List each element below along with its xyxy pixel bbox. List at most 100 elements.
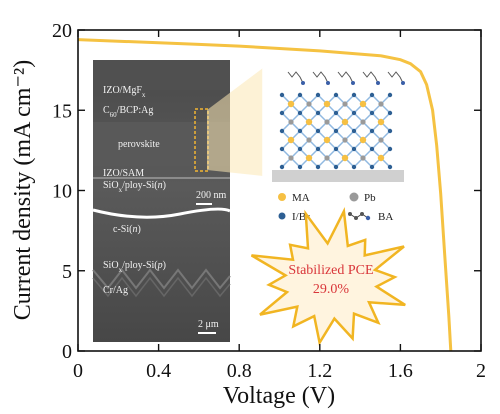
ma-cation [287,100,295,108]
halide-atom [315,146,321,152]
sem-label-sio-p: SiO [103,260,119,271]
pb-atom [306,137,312,143]
halide-atom [351,128,357,134]
halide-atom [315,128,321,134]
ba-molecule [387,71,404,84]
ma-cation [359,100,367,108]
halide-atom [315,110,321,116]
legend-ba: BA [378,211,393,223]
ba-molecule-icon [348,212,371,221]
ba-molecule [312,71,329,84]
burst-line2: 29.0% [313,282,350,297]
scale-label-top: 200 nm [196,190,227,201]
svg-text:c-Si(n): c-Si(n) [113,224,141,235]
halide-atom [279,128,285,134]
halide-atom [369,128,375,134]
y-tick-label: 20 [52,20,72,42]
sem-inset: IZO/MgFx C60/BCP:Ag perovskite IZO/SAM S… [92,60,231,342]
ba-nitrogen [376,81,380,85]
burst-line1: Stabilized PCE [288,263,373,278]
pb-atom [288,119,294,125]
ba-nitrogen [326,81,330,85]
x-tick-label: 0.8 [227,360,252,382]
svg-text:SiOx/ploy-Si(n): SiOx/ploy-Si(n) [103,180,166,194]
svg-text:IZO/MgFx: IZO/MgFx [103,85,146,99]
sem-label-sio: SiO [103,180,119,191]
ba-nitrogen [351,81,355,85]
pb-atom [378,101,384,107]
zoom-projection [207,68,263,176]
pb-atom [342,137,348,143]
substrate-bar [272,170,404,182]
x-axis-label: Voltage (V) [223,383,335,409]
halide-atom [297,92,303,98]
x-tick-label: 0.4 [146,360,171,382]
crystal-structure-inset [262,68,412,182]
burst-shape [250,207,406,347]
pb-atom [360,155,366,161]
ma-cation [341,118,349,126]
pb-atom [378,137,384,143]
halide-atom [297,110,303,116]
legend-pb: Pb [364,192,376,204]
ba-molecule [362,71,379,84]
ibr-marker [278,212,286,220]
ma-cation [341,154,349,162]
pb-atom [306,101,312,107]
x-tick-label: 0 [73,360,83,382]
pb-atom [324,155,330,161]
halide-atom [351,146,357,152]
halide-atom [333,110,339,116]
halide-atom [297,164,303,170]
halide-atom [387,164,393,170]
halide-atom [333,128,339,134]
legend-ma: MA [292,192,310,204]
ma-cation [287,136,295,144]
sem-label-izo-sam: IZO/SAM [103,168,144,179]
ma-cation [305,118,313,126]
pyramid-texture [92,268,231,290]
x-tick-label: 1.2 [307,360,332,382]
pb-atom [342,101,348,107]
ma-cation [323,136,331,144]
ma-marker [278,193,286,201]
ba-nitrogen [301,81,305,85]
svg-text:SiOx/ploy-Si(p): SiOx/ploy-Si(p) [103,260,166,274]
halide-atom [297,128,303,134]
sem-label-cr-ag: Cr/Ag [103,285,128,296]
ba-molecule [337,71,354,84]
halide-atom [279,146,285,152]
sem-label-izo-mgf: IZO/MgF [103,85,142,96]
halide-atom [279,110,285,116]
halide-atom [333,146,339,152]
ba-nitrogen [401,81,405,85]
ma-cation [305,154,313,162]
scale-label-bottom: 2 μm [198,319,219,330]
y-axis-label: Current density (mA cm⁻²) [10,60,36,320]
sem-label-sub-60: 60 [110,111,118,119]
halide-atom [387,110,393,116]
halide-atom [369,146,375,152]
pb-atom [288,155,294,161]
halide-atom [297,146,303,152]
halide-atom [333,92,339,98]
sem-image-bg [93,60,230,342]
ma-cation [377,118,385,126]
x-tick-label: 1.6 [388,360,413,382]
halide-atom [351,110,357,116]
ba-molecule [287,71,304,84]
halide-atom [369,92,375,98]
y-tick-label: 15 [52,100,72,122]
halide-atom [351,164,357,170]
halide-atom [387,92,393,98]
jv-curve-series [77,38,453,352]
sem-label-sub-x: x [142,91,146,99]
svg-text:C60/BCP:Ag: C60/BCP:Ag [103,105,153,119]
halide-atom [387,146,393,152]
y-tick-label: 10 [52,181,72,203]
y-tick-label: 5 [62,261,72,283]
halide-atom [315,92,321,98]
halide-atom [369,110,375,116]
pb-atom [360,119,366,125]
